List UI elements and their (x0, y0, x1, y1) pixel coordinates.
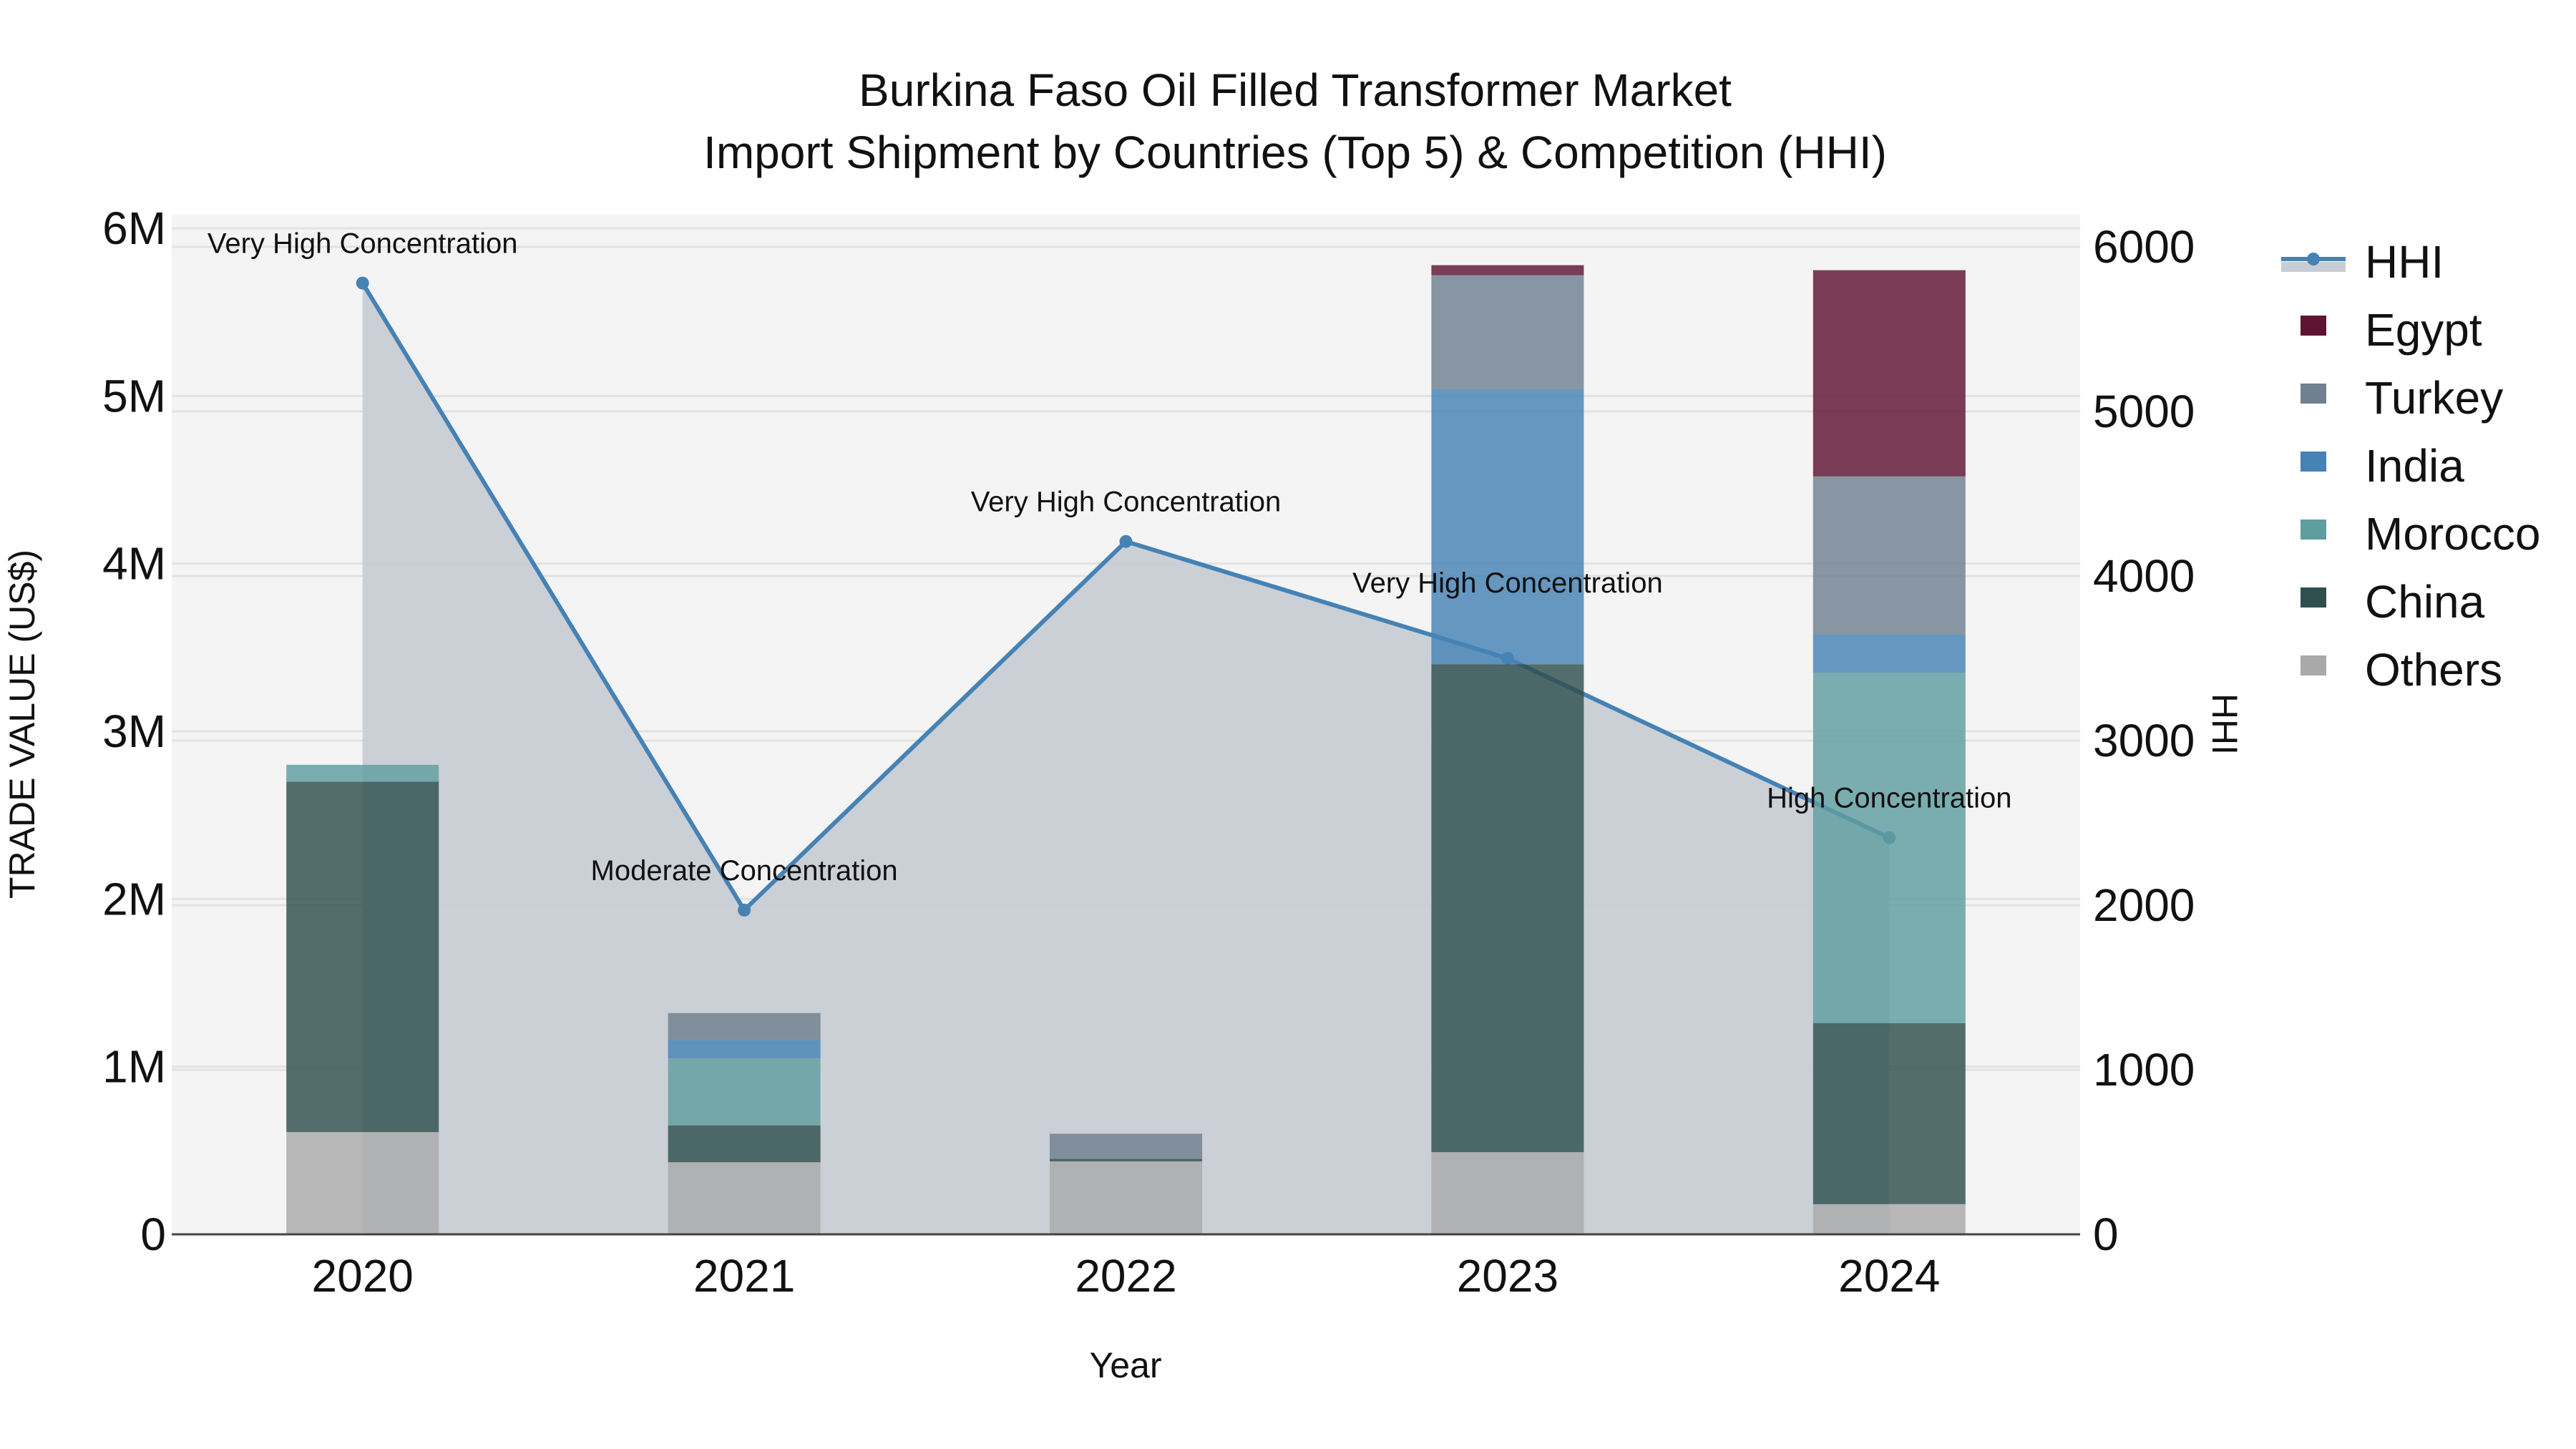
legend-item-turkey[interactable]: Turkey (2301, 372, 2503, 424)
bar-segment-turkey[interactable] (668, 1013, 821, 1040)
bar-segment-others[interactable] (286, 1132, 439, 1234)
legend-swatch (2301, 452, 2326, 472)
bar-segment-others[interactable] (668, 1162, 821, 1234)
x-axis-title: Year (1089, 1345, 1161, 1385)
y2-tick-label: 3000 (2093, 715, 2195, 766)
hhi-point[interactable] (738, 903, 751, 917)
bar-segment-others[interactable] (1050, 1161, 1202, 1234)
stacked-bars (286, 265, 1966, 1234)
legend-label: Turkey (2365, 372, 2503, 424)
legend-item-china[interactable]: China (2301, 576, 2485, 628)
legend-label: Others (2365, 644, 2502, 696)
y2-tick-label: 4000 (2093, 550, 2195, 602)
y-tick-label: 6M (102, 203, 166, 254)
legend-label: India (2365, 440, 2464, 492)
hhi-annotation: Very High Concentration (1352, 567, 1663, 599)
y-tick-label: 4M (102, 538, 166, 590)
y-tick-label: 1M (102, 1041, 166, 1093)
y-tick-label: 3M (102, 706, 166, 757)
bar-segment-morocco[interactable] (1813, 672, 1966, 1023)
bar-segment-india[interactable] (668, 1040, 821, 1058)
legend-item-hhi[interactable]: HHI (2281, 236, 2444, 288)
y-axis-title: TRADE VALUE (US$) (2, 550, 42, 899)
bar-segment-china[interactable] (1813, 1023, 1966, 1204)
legend: HHI Egypt Turkey India Morocco China Others (2281, 236, 2540, 696)
legend-swatch (2301, 316, 2326, 336)
legend-area-swatch (2281, 262, 2346, 272)
y2-tick-label: 5000 (2093, 386, 2195, 437)
x-tick-label: 2020 (312, 1250, 414, 1302)
y-tick-label: 0 (140, 1209, 166, 1260)
legend-swatch (2301, 587, 2326, 608)
bar-segment-india[interactable] (1431, 389, 1584, 665)
x-tick-label: 2022 (1075, 1250, 1176, 1302)
legend-swatch (2301, 384, 2326, 404)
y2-axis-title: HHI (2205, 693, 2245, 755)
x-tick-label: 2024 (1838, 1250, 1940, 1302)
hhi-annotation: Moderate Concentration (591, 855, 898, 887)
y2-tick-label: 1000 (2093, 1044, 2195, 1096)
y2-tick-label: 6000 (2093, 221, 2195, 273)
legend-item-india[interactable]: India (2301, 440, 2464, 492)
hhi-annotation: Very High Concentration (208, 228, 518, 260)
legend-swatch (2301, 655, 2326, 675)
bar-segment-egypt[interactable] (1431, 265, 1584, 275)
y-tick-label: 2M (102, 873, 166, 924)
bar-segment-turkey[interactable] (1813, 476, 1966, 635)
bar-segment-china[interactable] (1050, 1158, 1202, 1162)
bar-segment-china[interactable] (286, 781, 439, 1133)
y2-tick-label: 2000 (2093, 879, 2195, 931)
x-tick-label: 2021 (693, 1250, 795, 1302)
y-axis-ticks: 0 1M 2M 3M 4M 5M 6M (102, 203, 166, 1260)
hhi-point[interactable] (1119, 535, 1133, 548)
legend-swatch (2301, 519, 2326, 540)
bar-segment-china[interactable] (1431, 664, 1584, 1153)
legend-label: China (2365, 576, 2485, 628)
x-tick-label: 2023 (1457, 1250, 1558, 1302)
hhi-point[interactable] (356, 276, 369, 290)
bar-segment-others[interactable] (1431, 1152, 1584, 1234)
y-tick-label: 5M (102, 370, 166, 421)
legend-label: Egypt (2365, 304, 2482, 356)
bar-segment-morocco[interactable] (286, 764, 439, 782)
bar-segment-morocco[interactable] (668, 1058, 821, 1126)
legend-label: HHI (2365, 236, 2444, 288)
chart-subtitle: Import Shipment by Countries (Top 5) & C… (703, 127, 1887, 178)
legend-item-others[interactable]: Others (2301, 644, 2502, 696)
bar-segment-turkey[interactable] (1050, 1133, 1202, 1159)
bar-segment-others[interactable] (1813, 1204, 1966, 1234)
bar-segment-india[interactable] (1813, 634, 1966, 673)
y2-tick-label: 0 (2093, 1209, 2119, 1260)
bar-segment-china[interactable] (668, 1125, 821, 1163)
hhi-annotation: High Concentration (1767, 783, 2011, 814)
bar-segment-turkey[interactable] (1431, 275, 1584, 389)
hhi-annotations: Very High Concentration Moderate Concentr… (208, 228, 2012, 887)
legend-item-morocco[interactable]: Morocco (2301, 508, 2540, 560)
legend-label: Morocco (2365, 508, 2540, 560)
hhi-annotation: Very High Concentration (971, 487, 1282, 518)
y2-axis-ticks: 0 1000 2000 3000 4000 5000 6000 (2093, 221, 2195, 1260)
legend-marker-icon (2307, 253, 2320, 265)
x-axis-ticks: 2020 2021 2022 2023 2024 (312, 1250, 1941, 1302)
chart-title: Burkina Faso Oil Filled Transformer Mark… (859, 64, 1732, 116)
bar-segment-egypt[interactable] (1813, 270, 1966, 477)
legend-item-egypt[interactable]: Egypt (2301, 304, 2482, 356)
